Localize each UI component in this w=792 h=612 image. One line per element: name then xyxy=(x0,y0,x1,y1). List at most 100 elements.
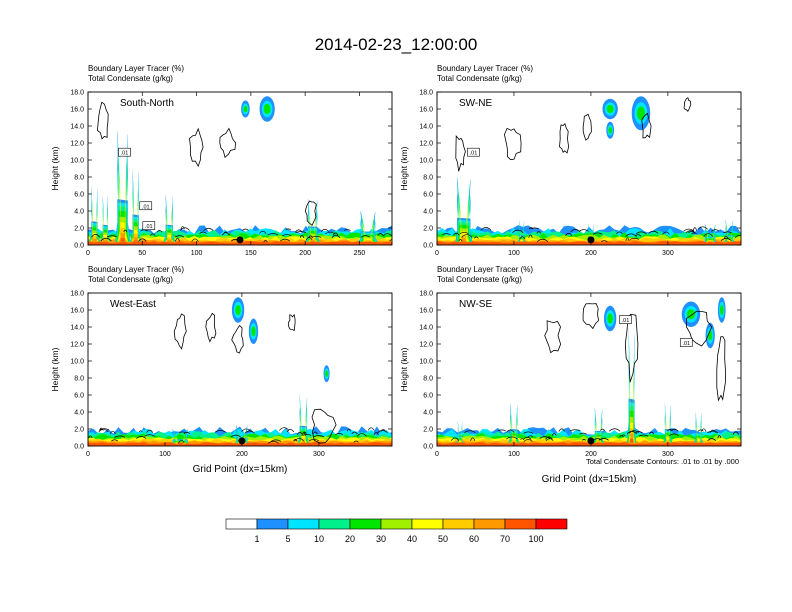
contour-label-box xyxy=(142,221,156,230)
condensate-contour-3 xyxy=(624,313,639,383)
y-tick-label: 14.0 xyxy=(70,325,84,332)
condensate-contour-3 xyxy=(231,324,244,354)
condensate-contour-1 xyxy=(455,135,466,172)
panel-label: West-East xyxy=(110,299,156,310)
x-tick-label: 200 xyxy=(585,250,597,257)
x-tick-label: 300 xyxy=(313,451,325,458)
condensate-contours-low xyxy=(88,427,388,444)
tracer-plume-5-level-4 xyxy=(694,420,703,443)
tracer-plume-6-level-9 xyxy=(457,442,464,446)
tracer-plume-1-level-7 xyxy=(595,431,602,444)
tracer-blob-1-center xyxy=(607,313,613,324)
tracer-plume-1-level-9 xyxy=(300,438,307,445)
tracer-plume-1-level-8 xyxy=(118,215,128,242)
y-tick-label: 18.0 xyxy=(70,291,84,298)
y-tick-label: 0.0 xyxy=(423,243,433,250)
tracer-blob-1-center xyxy=(263,103,271,115)
y-tick-label: 10.0 xyxy=(70,359,84,366)
y-tick-label: 12.0 xyxy=(419,342,433,349)
x-tick-label: 0 xyxy=(435,451,439,458)
tracer-plume-1-level-9 xyxy=(118,227,128,243)
location-marker xyxy=(587,437,595,445)
tracer-plume-1-level-9 xyxy=(595,440,602,446)
condensate-contour-2 xyxy=(205,312,217,343)
panels: .01 .01 .01 0.0 2.0 4.0 6.0 8.0 10.0 12.0 14.0 16.0… xyxy=(50,64,751,485)
panel-heading-line2: Total Condensate (g/kg) xyxy=(88,275,173,284)
y-axis-label: Height (km) xyxy=(399,146,409,190)
colorbar: 1 5 10 20 30 40 50 60 70 100 xyxy=(225,518,568,544)
condensate-contour-5 xyxy=(408,130,415,139)
location-marker xyxy=(587,236,595,244)
tracer-plume-2-level-8 xyxy=(628,415,635,443)
condensate-contour-3 xyxy=(219,127,237,159)
x-tick-label: 0 xyxy=(86,451,90,458)
tracer-plume-4-level-6 xyxy=(706,234,715,244)
tracer-plume-5-level-9 xyxy=(695,440,702,446)
tracer-plume-4-level-6 xyxy=(101,219,110,242)
tracer-plume-2-level-9 xyxy=(131,233,141,244)
tracer-plume-2-level-9 xyxy=(518,241,525,245)
condensate-contour-1 xyxy=(173,313,187,350)
y-tick-label: 18.0 xyxy=(419,291,433,298)
contour-label-box xyxy=(118,147,131,157)
y-tick-label: 16.0 xyxy=(419,107,433,114)
tracer-plume-5-level-6 xyxy=(695,429,702,444)
tracer-plume-3-level-9 xyxy=(165,237,174,244)
x-tick-label: 300 xyxy=(662,451,674,458)
condensate-contour-4 xyxy=(304,200,317,226)
colorbar-label: 100 xyxy=(528,534,543,544)
y-tick-label: 16.0 xyxy=(70,107,84,114)
colorbar-swatch xyxy=(287,518,320,530)
y-tick-label: 0.0 xyxy=(74,243,84,250)
tracer-plume-2-level-5 xyxy=(628,372,636,443)
y-tick-label: 8.0 xyxy=(423,376,433,383)
condensate-contours-low xyxy=(91,226,392,243)
tracer-plume-1-level-5 xyxy=(117,173,129,242)
y-tick-label: 4.0 xyxy=(423,410,433,417)
y-tick-label: 4.0 xyxy=(74,410,84,417)
tracer-plume-4-level-6 xyxy=(664,424,671,443)
condensate-contours-low xyxy=(442,226,741,243)
panel-heading-line2: Total Condensate (g/kg) xyxy=(88,74,173,83)
y-axis-label: Height (km) xyxy=(399,347,409,391)
x-axis-label: Grid Point (dx=15km) xyxy=(542,474,637,485)
condensate-contour-5 xyxy=(716,336,726,402)
y-tick-label: 6.0 xyxy=(423,393,433,400)
tracer-band-level-9 xyxy=(437,442,741,446)
tracer-blob-3-center xyxy=(636,106,646,121)
panel-heading-line1: Boundary Layer Tracer (%) xyxy=(88,265,184,274)
contour-label-box xyxy=(139,201,153,211)
tracer-plume-6-level-5 xyxy=(307,216,318,242)
plot-frame xyxy=(87,91,393,246)
colorbar-swatch xyxy=(256,518,289,530)
y-tick-label: 14.0 xyxy=(419,124,433,131)
contour-label: .01 xyxy=(145,224,153,230)
x-tick-label: 200 xyxy=(585,451,597,458)
colorbar-label: 50 xyxy=(438,534,448,544)
x-tick-label: 300 xyxy=(662,250,674,257)
tracer-plume-6-level-4 xyxy=(456,426,464,443)
tracer-plume-5-level-9 xyxy=(90,236,99,244)
contour-note: Total Condensate Contours: .01 to .01 by… xyxy=(586,457,739,466)
y-tick-label: 8.0 xyxy=(74,175,84,182)
contour-label: .01 xyxy=(743,364,751,370)
tracer-plume-3-level-4 xyxy=(164,206,175,242)
location-marker xyxy=(236,236,244,244)
y-tick-label: 2.0 xyxy=(423,427,433,434)
tracer-plume-1-level-4 xyxy=(594,417,603,443)
tracer-plume-4-level-9 xyxy=(664,439,671,445)
y-tick-label: 6.0 xyxy=(423,192,433,199)
tracer-plume-3-level-7 xyxy=(510,429,517,444)
tracer-plume-6-level-3 xyxy=(456,424,464,443)
panel-south-north: .01 .01 .01 0.0 2.0 4.0 6.0 8.0 10.0 12.0 14.0 16.0… xyxy=(50,64,415,257)
figure-title: 2014-02-23_12:00:00 xyxy=(315,35,478,54)
tracer-blob-2-center xyxy=(686,309,696,320)
y-tick-label: 10.0 xyxy=(419,359,433,366)
plot-frame xyxy=(436,292,742,447)
y-axis-label: Height (km) xyxy=(50,347,60,391)
tracer-plume-1-level-6 xyxy=(117,187,128,242)
tracer-plume-6-level-9 xyxy=(308,238,318,244)
tracer-plume-3-level-9 xyxy=(510,439,517,445)
plot-frame xyxy=(87,292,393,447)
y-tick-label: 12.0 xyxy=(70,342,84,349)
